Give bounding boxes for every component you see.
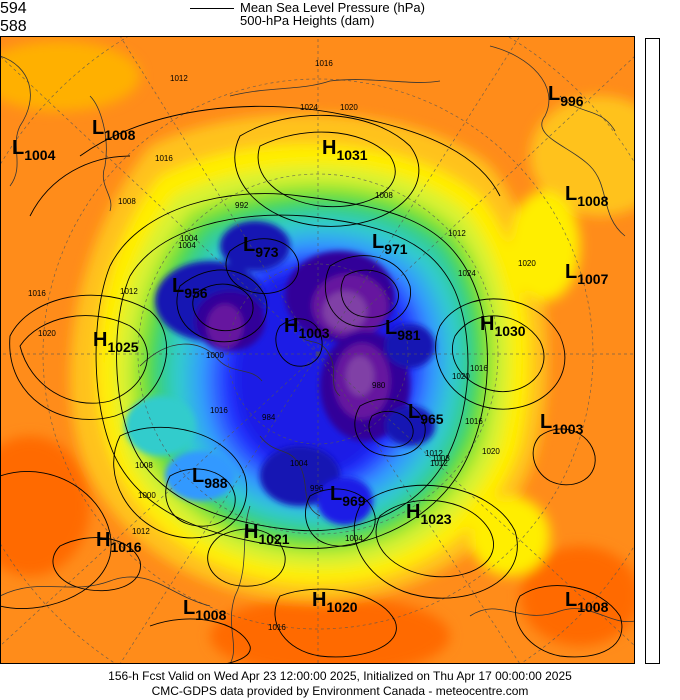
low-pressure-center: L956	[172, 275, 208, 301]
heights-legend-label: 500-hPa Heights (dam)	[240, 13, 375, 28]
low-pressure-center: L1003	[540, 411, 584, 437]
contour-label: 1016	[210, 406, 228, 415]
low-pressure-center: L1008	[183, 597, 227, 623]
high-pressure-center: H1021	[244, 521, 290, 547]
contour-label: 1012	[425, 449, 443, 458]
low-pressure-center: L1008	[92, 117, 136, 143]
contour-label: 984	[262, 413, 276, 422]
low-pressure-center: L971	[372, 231, 408, 257]
high-pressure-center: H1003	[284, 315, 330, 341]
coastlines	[0, 45, 635, 664]
contour-label: 1004	[345, 534, 363, 543]
contour-label: 1016	[28, 289, 46, 298]
contour-label: 1012	[448, 229, 466, 238]
low-pressure-center: L973	[243, 234, 279, 260]
contour-label: 1024	[458, 269, 476, 278]
contour-label: 1020	[38, 329, 56, 338]
low-pressure-center: L981	[385, 317, 421, 343]
contour-label: 1020	[518, 259, 536, 268]
low-pressure-center: L965	[408, 401, 444, 427]
contour-label: 1012	[120, 287, 138, 296]
pressure-systems: L996 L1008 L1004 H1031 L1008 L973 L971 L…	[12, 83, 609, 623]
high-pressure-center: H1023	[406, 501, 452, 527]
contour-label: 1016	[470, 364, 488, 373]
contour-label: 1016	[155, 154, 173, 163]
contour-label: 996	[310, 484, 324, 493]
contour-label: 1020	[452, 372, 470, 381]
low-pressure-center: L1004	[12, 137, 56, 163]
weather-map: 1016 1024 1020 1012 1016 1008 1004 992 1…	[0, 36, 635, 664]
contour-label: 1008	[375, 191, 393, 200]
contour-label: 980	[372, 381, 386, 390]
low-pressure-center: L1007	[565, 261, 609, 287]
contour-label: 1016	[465, 417, 483, 426]
contour-label: 1016	[268, 623, 286, 632]
contour-label: 1008	[135, 461, 153, 470]
low-pressure-center: L1008	[565, 183, 609, 209]
contour-label: 1000	[206, 351, 224, 360]
colorbar-tick-label: 588	[0, 18, 27, 35]
pressure-legend-label: Mean Sea Level Pressure (hPa)	[240, 0, 425, 15]
isobar-value-labels: 1016 1024 1020 1012 1016 1008 1004 992 1…	[28, 59, 536, 632]
high-pressure-center: H1030	[480, 313, 526, 339]
low-pressure-center: L969	[330, 483, 366, 509]
contour-label: 1012	[170, 74, 188, 83]
map-legend-header: Mean Sea Level Pressure (hPa) 500-hPa He…	[0, 0, 680, 36]
contour-label: 1000	[138, 491, 156, 500]
contour-label: 992	[235, 201, 249, 210]
high-pressure-center: H1020	[312, 589, 358, 615]
colorbar-tick-label: 594	[0, 0, 27, 17]
contour-label: 1012	[430, 459, 448, 468]
contour-label: 1008	[118, 197, 136, 206]
contour-label: 1004	[178, 241, 196, 250]
map-frame	[0, 36, 635, 664]
low-pressure-center: L988	[192, 465, 228, 491]
graticule	[0, 36, 635, 664]
forecast-valid-caption: 156-h Fcst Valid on Wed Apr 23 12:00:00 …	[108, 669, 572, 683]
isobars	[0, 105, 623, 664]
contour-label: 1020	[482, 447, 500, 456]
colorbar-frame	[645, 38, 660, 664]
contour-label: 1016	[315, 59, 333, 68]
low-pressure-center: L996	[548, 83, 584, 109]
contour-label: 1008	[432, 454, 450, 463]
low-pressure-center: L1008	[565, 589, 609, 615]
pressure-line-legend-swatch	[190, 8, 234, 9]
data-credit-caption: CMC-GDPS data provided by Environment Ca…	[151, 684, 529, 698]
contour-label: 1004	[180, 234, 198, 243]
high-pressure-center: H1025	[93, 329, 139, 355]
high-pressure-center: H1031	[322, 137, 368, 163]
contour-label: 1024	[300, 103, 318, 112]
contour-label: 1004	[290, 459, 308, 468]
high-pressure-center: H1016	[96, 529, 142, 555]
deep-trough-shading	[125, 221, 435, 525]
contour-label: 1012	[132, 527, 150, 536]
contour-label: 1020	[340, 103, 358, 112]
